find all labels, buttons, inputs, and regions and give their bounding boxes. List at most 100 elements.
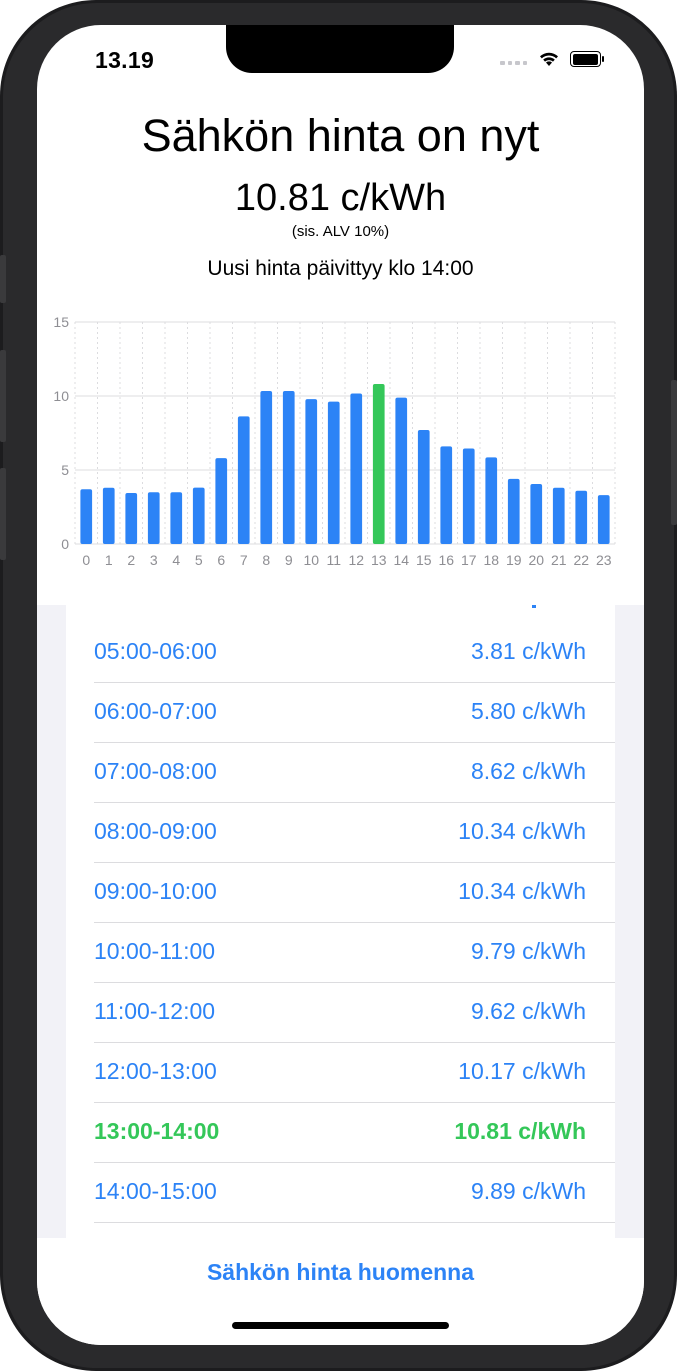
chart-bar — [327, 401, 340, 544]
cellular-signal-icon — [500, 53, 528, 65]
chart-xtick-label: 12 — [348, 552, 364, 568]
chart-xtick-label: 22 — [573, 552, 589, 568]
chart-bar — [575, 490, 588, 544]
row-time-range: 05:00-06:00 — [94, 638, 217, 664]
price-row[interactable]: 11:00-12:00 9.62 c/kWh — [94, 982, 615, 1043]
current-price: 10.81 c/kWh — [234, 177, 447, 219]
chart-xtick-label: 19 — [506, 552, 522, 568]
chart-bar — [417, 430, 430, 544]
price-row[interactable]: 06:00-07:00 5.80 c/kWh — [94, 682, 615, 743]
chart-bar — [507, 478, 520, 544]
chart-bar — [260, 390, 273, 544]
chart-bar — [125, 492, 138, 544]
chart-xtick-label: 9 — [285, 552, 293, 568]
chart-xtick-label: 5 — [195, 552, 203, 568]
vat-note: (sis. ALV 10%) — [291, 223, 390, 240]
chart-bar — [395, 397, 408, 544]
price-row[interactable]: 09:00-10:00 10.34 c/kWh — [94, 862, 615, 923]
notch — [226, 25, 454, 73]
row-price: 10.34 c/kWh — [458, 818, 586, 844]
chart-bar — [192, 487, 205, 544]
status-icons — [500, 51, 604, 67]
row-time-range: 13:00-14:00 — [94, 1118, 220, 1144]
volume-down-button — [0, 468, 6, 560]
page-title: Sähkön hinta on nyt — [141, 110, 540, 161]
tomorrow-price-button[interactable]: Sähkön hinta huomenna — [206, 1259, 475, 1285]
chart-xtick-label: 10 — [303, 552, 319, 568]
row-time-range: 07:00-08:00 — [94, 758, 217, 784]
chart-xtick-label: 15 — [416, 552, 432, 568]
chart-ytick-label: 0 — [61, 536, 69, 552]
chart-ytick-label: 15 — [53, 314, 69, 330]
price-row-current[interactable]: 13:00-14:00 10.81 c/kWh — [94, 1102, 615, 1163]
wifi-icon — [540, 52, 558, 66]
price-row[interactable]: 07:00-08:00 8.62 c/kWh — [94, 742, 615, 803]
status-time: 13.19 — [95, 47, 155, 73]
row-price: 9.79 c/kWh — [470, 938, 586, 964]
price-row[interactable]: 05:00-06:00 3.81 c/kWh — [94, 622, 615, 683]
row-time-range: 14:00-15:00 — [94, 1178, 217, 1204]
chart-bar — [147, 492, 160, 544]
price-row[interactable]: 10:00-11:00 9.79 c/kWh — [94, 922, 615, 983]
row-price: 8.62 c/kWh — [470, 758, 586, 784]
chart-bar — [597, 495, 610, 544]
chart-ytick-label: 10 — [53, 388, 69, 404]
chart-xtick-label: 20 — [528, 552, 544, 568]
power-button — [671, 380, 677, 525]
chart-bar — [462, 448, 475, 544]
chart-bar — [552, 487, 565, 544]
chart-bar — [215, 458, 228, 544]
row-price: 3.81 c/kWh — [470, 638, 586, 664]
row-price: 10.17 c/kWh — [458, 1058, 586, 1084]
price-row[interactable]: 14:00-15:00 9.89 c/kWh — [94, 1162, 615, 1223]
chart-bar — [440, 446, 453, 544]
row-price: 10.81 c/kWh — [454, 1118, 586, 1144]
chart-bar-current — [372, 384, 385, 544]
chart-xtick-label: 14 — [393, 552, 409, 568]
chart-xtick-label: 1 — [105, 552, 113, 568]
price-list[interactable]: 05:00-06:00 3.81 c/kWh 06:00-07:00 5.80 c/k… — [66, 605, 615, 1238]
chart-xtick-label: 21 — [551, 552, 567, 568]
update-note: Uusi hinta päivittyy klo 14:00 — [207, 257, 474, 280]
chart-bar — [350, 393, 363, 544]
row-price: 9.89 c/kWh — [470, 1178, 586, 1204]
chart-bar — [237, 416, 250, 544]
chart-xtick-label: 0 — [82, 552, 90, 568]
row-time-range: 10:00-11:00 — [94, 938, 216, 964]
row-time-range: 08:00-09:00 — [94, 818, 217, 844]
row-price: 9.62 c/kWh — [470, 998, 586, 1024]
chart-xtick-label: 3 — [150, 552, 158, 568]
chart-xtick-label: 16 — [438, 552, 454, 568]
chart-xtick-label: 4 — [172, 552, 180, 568]
price-row[interactable]: 08:00-09:00 10.34 c/kWh — [94, 802, 615, 863]
row-time-range: 06:00-07:00 — [94, 698, 217, 724]
chart-bar — [305, 399, 318, 544]
row-price: 5.80 c/kWh — [470, 698, 586, 724]
volume-up-button — [0, 350, 6, 442]
row-time-range: 09:00-10:00 — [94, 878, 217, 904]
chart-bar — [170, 492, 183, 544]
row-time-range: 11:00-12:00 — [94, 998, 216, 1024]
row-time-range: 12:00-13:00 — [94, 1058, 217, 1084]
chart-xtick-label: 23 — [596, 552, 612, 568]
chart-bar — [282, 390, 295, 544]
battery-icon — [570, 51, 604, 67]
row-price: 10.34 c/kWh — [458, 878, 586, 904]
chart-bar — [80, 489, 93, 544]
chart-ytick-label: 5 — [61, 462, 69, 478]
home-indicator[interactable] — [232, 1322, 449, 1329]
action-button — [0, 255, 6, 303]
chart-xtick-label: 8 — [262, 552, 270, 568]
chart-xtick-label: 18 — [483, 552, 499, 568]
chart-xtick-label: 2 — [127, 552, 135, 568]
chart-bar — [530, 484, 543, 544]
chart-xtick-label: 11 — [326, 552, 341, 568]
app-screen: 13.19 Sähkön hinta on nyt 10.81 c/kWh (s… — [37, 25, 644, 1345]
chart-xtick-label: 6 — [217, 552, 225, 568]
scrolled-row-fragment — [532, 605, 536, 608]
chart-xtick-label: 17 — [461, 552, 477, 568]
price-row[interactable]: 12:00-13:00 10.17 c/kWh — [94, 1042, 615, 1103]
chart-bar — [485, 457, 498, 544]
chart-xtick-label: 7 — [240, 552, 248, 568]
